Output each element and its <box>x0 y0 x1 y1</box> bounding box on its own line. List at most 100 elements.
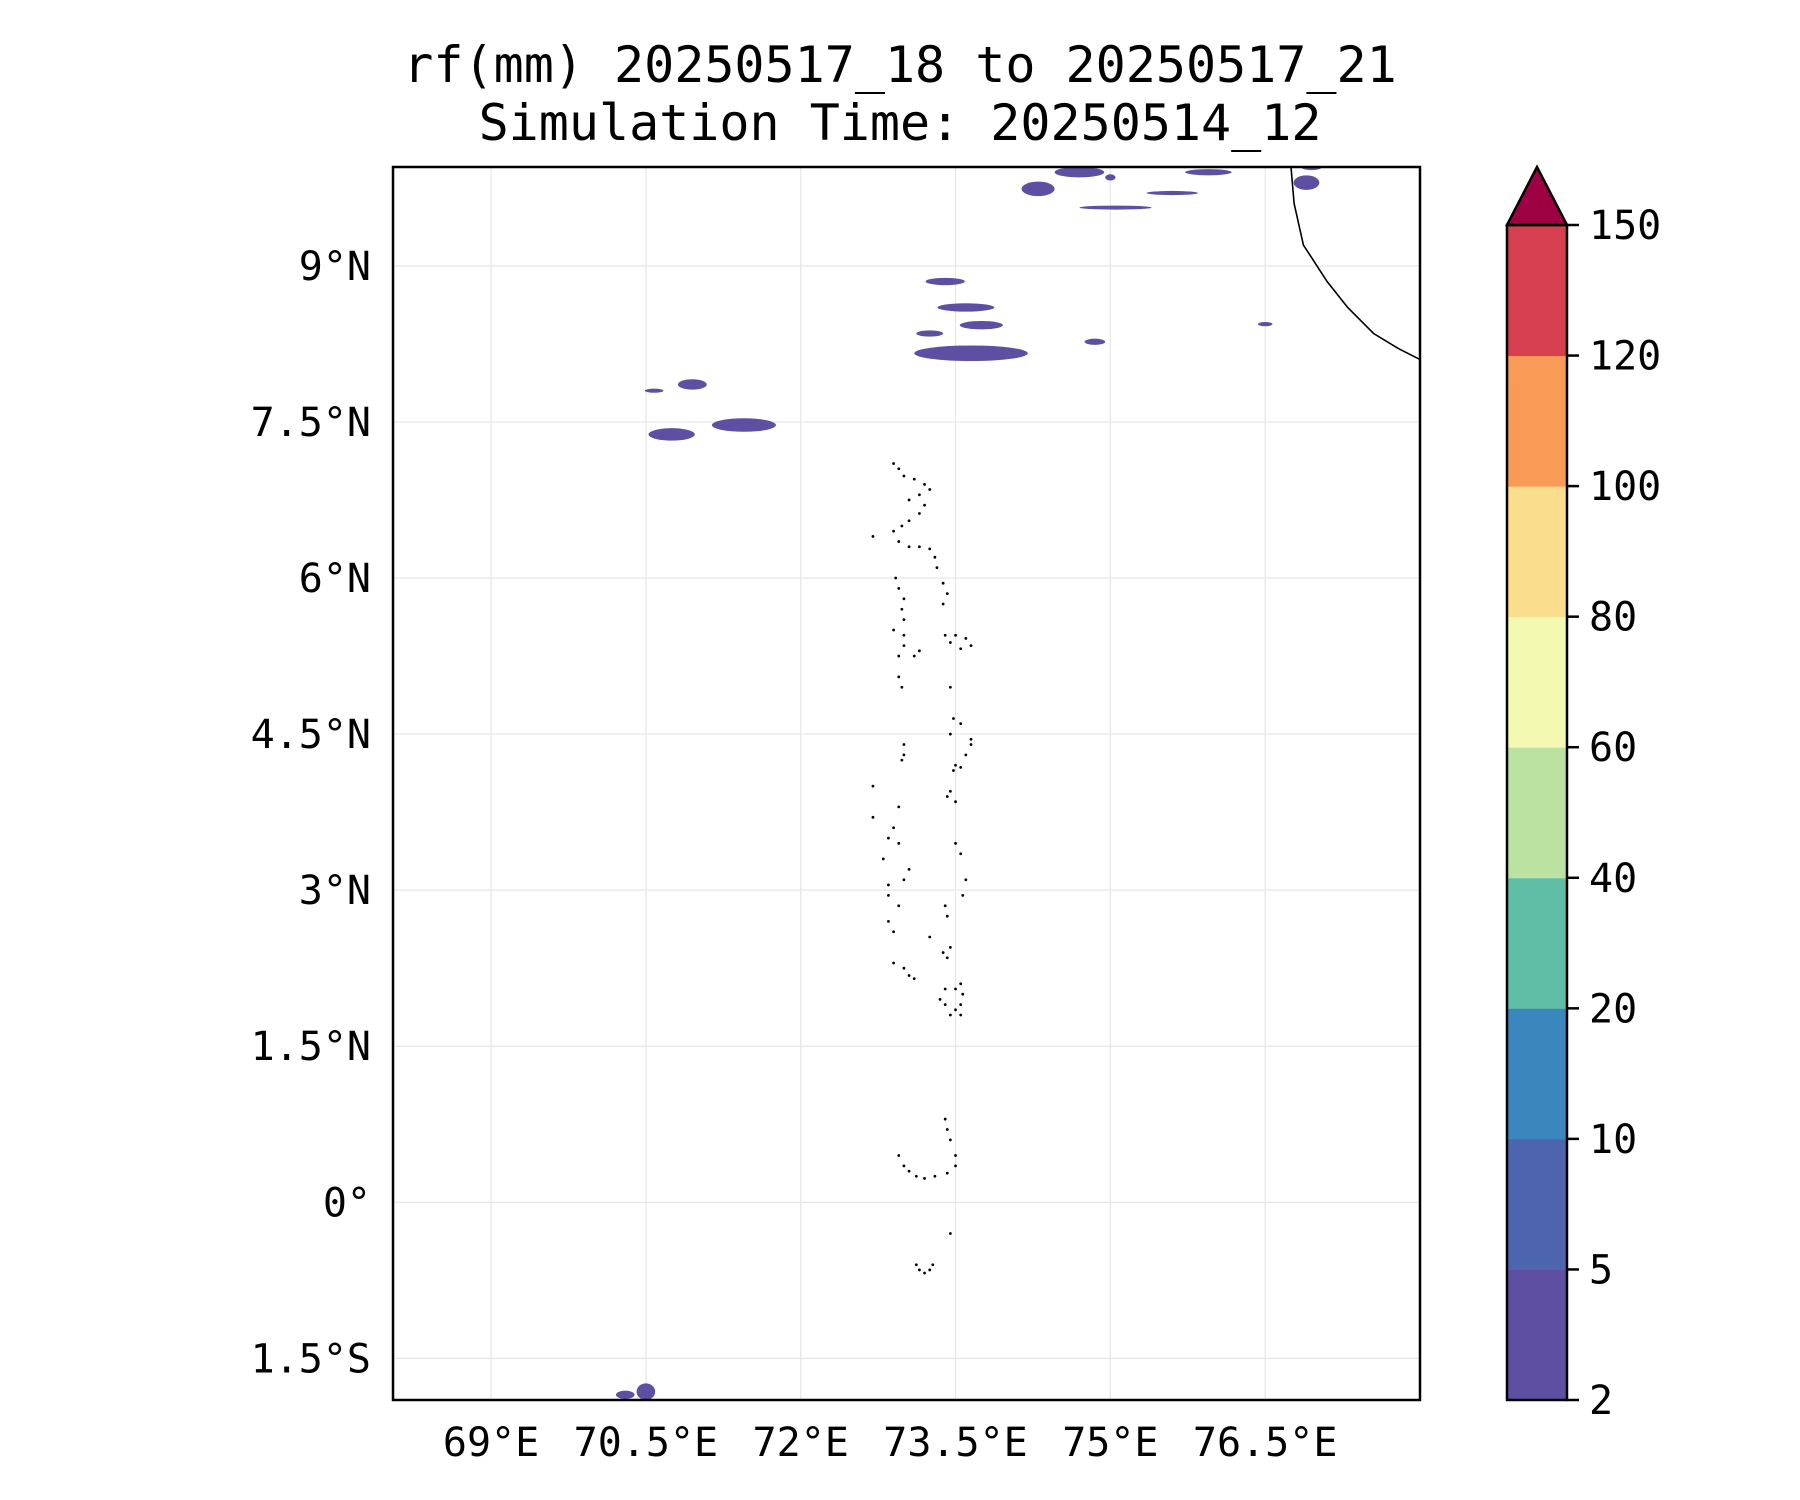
island-dot-103 <box>923 1176 926 1180</box>
colorbar-ticks: 2 5 10 20 40 60 80 100 120 150 <box>1567 203 1661 1424</box>
colorbar-block-7 <box>1507 355 1567 487</box>
island-dot-29 <box>912 654 916 658</box>
coastline-layer <box>1290 167 1420 361</box>
island-dot-74 <box>907 974 911 977</box>
rain-area-5 <box>937 303 995 312</box>
island-dot-16 <box>918 545 921 549</box>
island-dot-44 <box>959 722 963 726</box>
island-dot-14 <box>897 540 901 543</box>
island-dot-40 <box>959 647 963 651</box>
island-dot-38 <box>964 636 968 640</box>
island-dot-61 <box>887 836 890 840</box>
island-dot-19 <box>935 566 939 569</box>
rain-area-6 <box>959 320 1004 330</box>
island-dot-64 <box>907 867 911 871</box>
colorbar-block-2 <box>1507 1008 1567 1140</box>
island-dot-48 <box>954 763 957 767</box>
island-dot-71 <box>928 935 932 939</box>
island-dot-49 <box>959 765 963 769</box>
colorbar-block-0 <box>1507 1269 1567 1401</box>
longitude-labels: 69°E 70.5°E 72°E 73.5°E 75°E 76.5°E <box>443 1420 1338 1466</box>
lon-tick-label-3: 73.5°E <box>883 1420 1028 1466</box>
island-dot-75 <box>912 977 916 980</box>
island-dot-12 <box>871 534 875 538</box>
island-dot-30 <box>918 649 921 653</box>
island-dot-96 <box>943 1117 947 1121</box>
island-dot-26 <box>902 633 906 637</box>
colorbar-tick-label-3: 20 <box>1589 986 1637 1032</box>
title-line-2: Simulation Time: 20250514_12 <box>479 94 1322 152</box>
rain-area-9 <box>1084 338 1106 345</box>
island-dot-113 <box>931 1263 935 1267</box>
island-dot-37 <box>954 633 957 637</box>
colorbar-extend-arrow <box>1504 164 1570 227</box>
island-dot-54 <box>902 743 906 746</box>
island-dot-25 <box>892 628 895 632</box>
colorbar-tick-label-1: 5 <box>1589 1247 1613 1293</box>
colorbar-tick-label-4: 40 <box>1589 856 1637 902</box>
island-dot-69 <box>887 919 890 923</box>
island-dot-24 <box>902 618 906 622</box>
island-dot-57 <box>871 784 875 788</box>
rain-area-13 <box>1105 174 1116 181</box>
lon-tick-label-4: 75°E <box>1062 1420 1158 1466</box>
rain-area-10 <box>1257 322 1273 327</box>
rain-area-19 <box>615 1390 635 1399</box>
colorbar-tick-label-8: 120 <box>1589 334 1661 380</box>
lon-tick-label-2: 72°E <box>753 1420 849 1466</box>
island-dot-109 <box>914 1263 918 1267</box>
lat-tick-label-0: 9°N <box>299 244 371 290</box>
island-dot-102 <box>914 1174 918 1178</box>
colorbar-block-5 <box>1507 616 1567 748</box>
rain-area-4 <box>925 277 965 286</box>
colorbar-block-1 <box>1507 1138 1567 1270</box>
island-dot-108 <box>948 1232 952 1235</box>
island-dot-87 <box>943 1003 947 1007</box>
colorbar-tick-label-7: 100 <box>1589 464 1661 510</box>
island-dot-55 <box>902 753 906 757</box>
island-dot-1 <box>897 467 901 471</box>
rainfall-layer <box>615 167 1322 1400</box>
island-dot-101 <box>907 1169 911 1173</box>
island-dot-59 <box>897 805 901 809</box>
rain-area-11 <box>1021 181 1055 197</box>
island-dot-78 <box>964 878 968 882</box>
colorbar-blocks <box>1507 225 1567 1401</box>
colorbar-tick-label-6: 80 <box>1589 595 1637 641</box>
island-dot-105 <box>945 1171 949 1175</box>
island-dot-51 <box>948 789 952 793</box>
colorbar-frame <box>1505 223 1569 1402</box>
island-dot-9 <box>918 512 921 515</box>
island-dot-41 <box>948 641 952 644</box>
rain-area-20 <box>636 1383 656 1400</box>
colorbar-tick-label-0: 2 <box>1589 1378 1613 1424</box>
island-dot-93 <box>954 987 957 991</box>
island-dot-81 <box>943 904 947 908</box>
rain-area-15 <box>1079 205 1152 210</box>
rain-area-3 <box>644 388 664 393</box>
island-dot-73 <box>902 966 906 970</box>
island-dot-43 <box>952 717 955 720</box>
island-dot-84 <box>941 951 945 954</box>
lon-tick-label-5: 76.5°E <box>1193 1420 1338 1466</box>
lat-tick-label-5: 1.5°N <box>251 1024 371 1070</box>
island-dot-13 <box>892 529 895 533</box>
island-dot-23 <box>900 607 904 611</box>
lat-tick-label-4: 3°N <box>299 868 371 914</box>
map-frame <box>391 165 1422 1402</box>
island-dot-7 <box>907 498 911 502</box>
island-dot-0 <box>892 462 895 465</box>
colorbar-block-6 <box>1507 486 1567 618</box>
island-dot-112 <box>928 1268 932 1272</box>
island-dot-79 <box>961 893 965 897</box>
island-dot-67 <box>887 893 890 897</box>
lat-tick-label-2: 6°N <box>299 556 371 602</box>
island-dot-91 <box>961 992 965 996</box>
island-dot-72 <box>892 961 895 965</box>
island-dot-76 <box>954 841 957 845</box>
colorbar-tick-label-5: 60 <box>1589 725 1637 771</box>
lat-tick-label-1: 7.5°N <box>251 400 371 446</box>
island-dot-68 <box>897 904 901 908</box>
island-dot-99 <box>897 1154 901 1157</box>
island-dot-86 <box>938 998 942 1001</box>
